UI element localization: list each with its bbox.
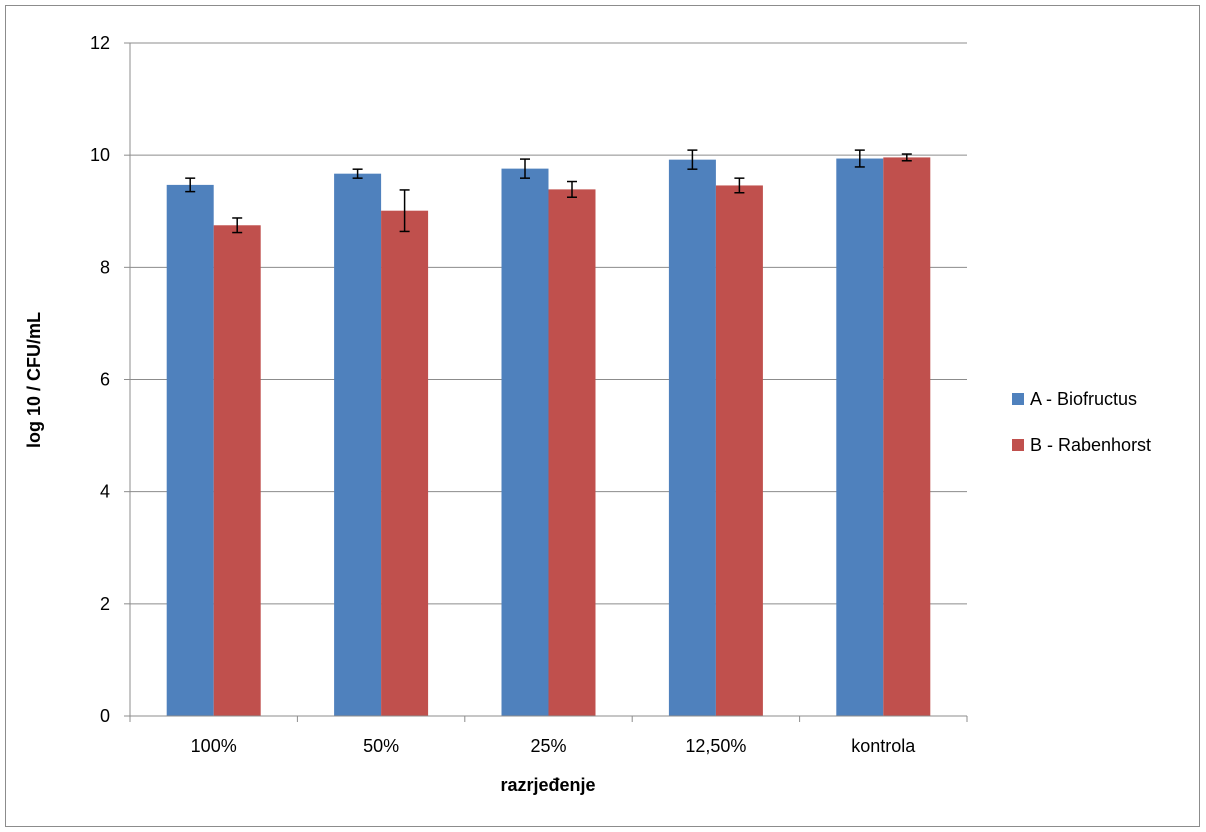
legend: A - Biofructus B - Rabenhorst (1012, 389, 1151, 455)
y-tick-label: 6 (100, 370, 110, 390)
x-tick-label: 12,50% (685, 736, 746, 756)
bar-b-1 (381, 210, 429, 717)
y-tick-label: 4 (100, 482, 110, 502)
y-tick-label: 8 (100, 257, 110, 277)
y-tick-label: 2 (100, 594, 110, 614)
bar-b-0 (213, 225, 261, 717)
bar-a-0 (166, 184, 214, 716)
x-tick-labels: 100% 50% 25% 12,50% kontrola (191, 736, 917, 756)
bar-a-1 (334, 173, 382, 716)
bar-a-2 (501, 168, 549, 717)
y-axis-title: log 10 / CFU/mL (24, 312, 44, 448)
legend-label: B - Rabenhorst (1030, 435, 1151, 455)
y-tick-labels: 0 2 4 6 8 10 12 (90, 33, 110, 726)
x-tick-label: kontrola (851, 736, 916, 756)
axes (129, 43, 968, 722)
legend-swatch (1012, 439, 1024, 451)
bars (166, 157, 931, 717)
bar-a-4 (836, 158, 884, 716)
bar-b-2 (548, 189, 596, 716)
bar-b-4 (883, 157, 931, 716)
x-tick-label: 100% (191, 736, 237, 756)
x-tick-label: 25% (530, 736, 566, 756)
x-tick-label: 50% (363, 736, 399, 756)
y-tick-label: 10 (90, 145, 110, 165)
legend-swatch (1012, 393, 1024, 405)
y-tick-label: 12 (90, 33, 110, 53)
bar-a-3 (668, 159, 716, 717)
bar-b-3 (715, 185, 763, 716)
legend-label: A - Biofructus (1030, 389, 1137, 409)
error-bars (185, 149, 912, 234)
y-tick-label: 0 (100, 706, 110, 726)
x-axis-title: razrjeđenje (500, 775, 595, 795)
